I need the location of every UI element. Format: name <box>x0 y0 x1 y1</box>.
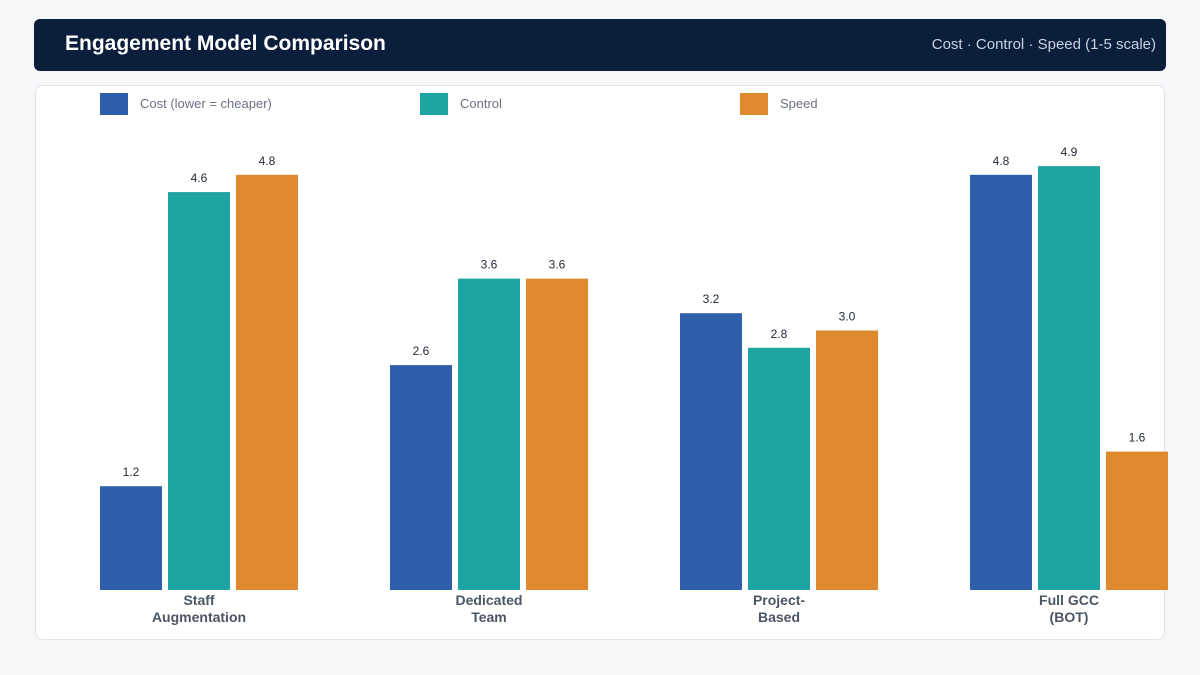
category-label-3-0: Full GCC <box>1039 592 1099 608</box>
chart-subtitle: Cost · Control · Speed (1-5 scale) <box>931 36 1156 53</box>
bar-1-0 <box>390 365 452 590</box>
bar-0-1 <box>168 192 230 590</box>
value-label-1-1: 3.6 <box>481 258 498 272</box>
value-label-2-1: 2.8 <box>771 327 788 341</box>
bars <box>100 166 1168 591</box>
bar-3-2 <box>1106 451 1168 590</box>
legend-swatch-0 <box>100 93 128 115</box>
category-label-0-0: Staff <box>183 592 214 608</box>
bar-2-1 <box>748 347 810 590</box>
category-label-0-1: Augmentation <box>152 609 246 625</box>
legend-label-1: Control <box>460 96 502 111</box>
chart-header: Engagement Model Comparison Cost · Contr… <box>34 19 1166 71</box>
chart-title: Engagement Model Comparison <box>65 32 386 55</box>
legend-swatch-1 <box>420 93 448 115</box>
value-label-1-0: 2.6 <box>413 344 430 358</box>
value-label-1-2: 3.6 <box>549 258 566 272</box>
bar-0-0 <box>100 486 162 590</box>
legend-label-0: Cost (lower = cheaper) <box>140 96 272 111</box>
bar-1-1 <box>458 278 520 590</box>
category-label-3-1: (BOT) <box>1050 609 1089 625</box>
bar-2-2 <box>816 330 878 590</box>
value-label-2-2: 3.0 <box>839 310 856 324</box>
legend-swatch-2 <box>740 93 768 115</box>
bar-2-0 <box>680 313 742 590</box>
category-label-1-0: Dedicated <box>456 592 523 608</box>
bar-0-2 <box>236 174 298 591</box>
legend-label-2: Speed <box>780 96 818 111</box>
category-label-2-1: Based <box>758 609 800 625</box>
legend: Cost (lower = cheaper) Control Speed <box>100 93 818 115</box>
value-label-0-2: 4.8 <box>259 154 276 168</box>
value-label-0-1: 4.6 <box>191 171 208 185</box>
value-labels: 1.2 4.6 4.8 2.6 3.6 3.6 3.2 2.8 3.0 4.8 4.9 1.6 <box>123 145 1146 479</box>
bar-3-1 <box>1038 166 1100 590</box>
value-label-3-0: 4.8 <box>993 154 1010 168</box>
bar-1-2 <box>526 278 588 590</box>
category-label-1-1: Team <box>471 609 507 625</box>
value-label-3-1: 4.9 <box>1061 145 1078 159</box>
bar-3-0 <box>970 174 1032 591</box>
category-label-2-0: Project- <box>753 592 805 608</box>
value-label-2-0: 3.2 <box>703 292 720 306</box>
value-label-0-0: 1.2 <box>123 465 140 479</box>
value-label-3-2: 1.6 <box>1129 431 1146 445</box>
